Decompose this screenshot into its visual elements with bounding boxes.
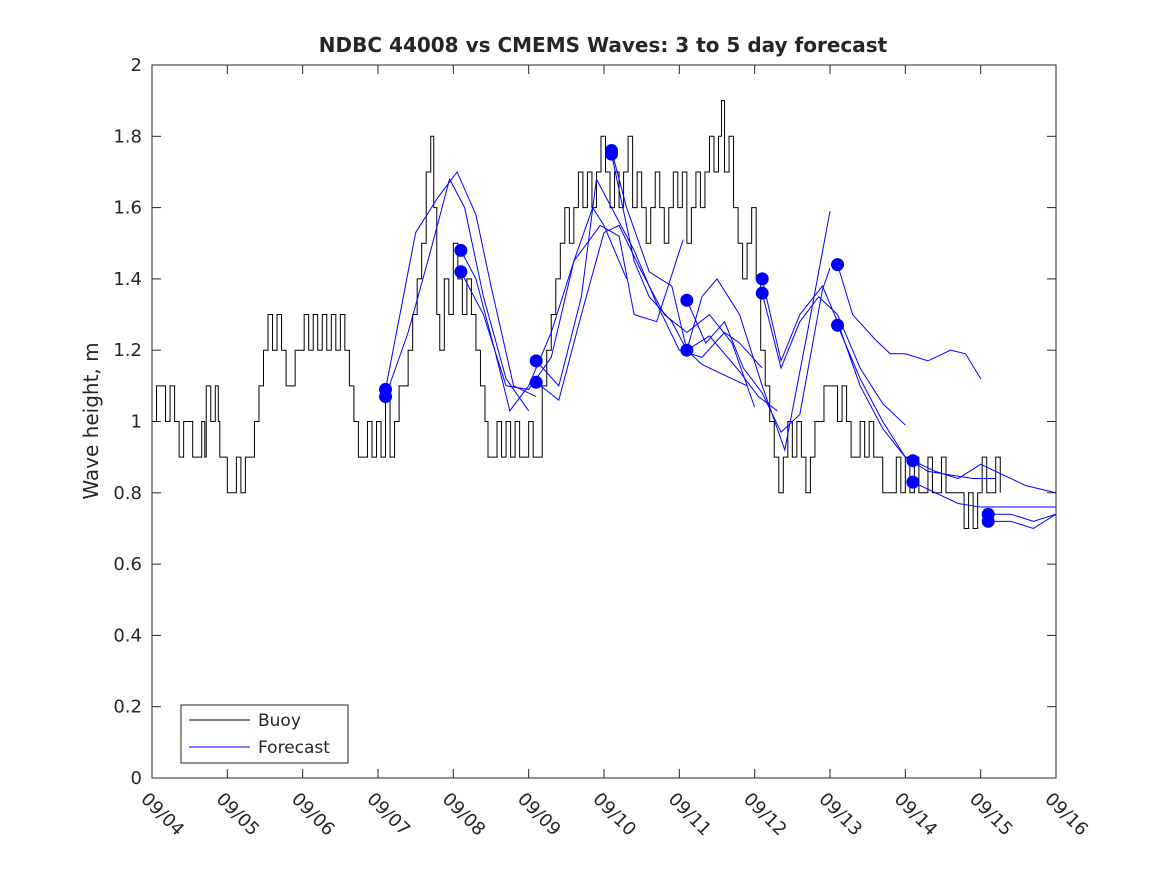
x-tick-label: 09/07 xyxy=(362,789,414,841)
y-axis-tick-labels: 0 0.2 0.4 0.6 0.8 1 1.2 1.4 1.6 1.8 2 xyxy=(113,55,142,789)
legend-forecast-label: Forecast xyxy=(258,738,330,758)
y-tick-label: 2 xyxy=(131,55,142,76)
series-layer xyxy=(152,100,1056,529)
y-tick-label: 0.4 xyxy=(113,625,142,646)
forecast-series-line xyxy=(686,211,831,452)
y-tick-label: 1.6 xyxy=(113,198,142,219)
forecast-start-marker xyxy=(906,475,920,489)
x-tick-label: 09/12 xyxy=(739,789,791,841)
forecast-start-marker xyxy=(529,354,543,368)
y-axis-label: Wave height, m xyxy=(79,342,103,499)
forecast-series-line xyxy=(385,170,537,397)
y-tick-label: 1.8 xyxy=(113,126,142,147)
y-tick-label: 0.6 xyxy=(113,554,142,575)
forecast-start-marker xyxy=(680,343,694,357)
forecast-series-line xyxy=(460,206,628,390)
forecast-start-marker xyxy=(831,258,845,272)
tick-marks xyxy=(151,64,1057,779)
marker-layer xyxy=(379,144,995,528)
forecast-series-line xyxy=(761,278,906,458)
y-tick-label: 0 xyxy=(131,768,142,789)
forecast-series-line xyxy=(912,481,1056,508)
forecast-series-line xyxy=(761,293,906,426)
forecast-series-line xyxy=(611,150,748,387)
x-tick-label: 09/14 xyxy=(890,789,942,841)
chart-title: NDBC 44008 vs CMEMS Waves: 3 to 5 day fo… xyxy=(319,33,888,57)
forecast-start-marker xyxy=(454,243,468,257)
forecast-series-line xyxy=(912,460,1056,494)
forecast-start-marker xyxy=(680,293,694,307)
forecast-series-line xyxy=(837,264,982,379)
y-tick-label: 0.2 xyxy=(113,697,142,718)
y-tick-label: 1 xyxy=(131,412,142,433)
y-tick-label: 1.4 xyxy=(113,269,142,290)
legend: Buoy Forecast xyxy=(180,704,349,764)
forecast-start-marker xyxy=(379,390,393,404)
forecast-series-line xyxy=(460,224,684,412)
forecast-start-marker xyxy=(454,265,468,279)
buoy-series-line xyxy=(152,100,1001,529)
forecast-series-line xyxy=(611,154,778,412)
forecast-series-line xyxy=(988,513,1056,522)
forecast-series-line xyxy=(535,224,756,408)
forecast-start-marker xyxy=(755,286,769,300)
x-tick-label: 09/08 xyxy=(438,789,490,841)
forecast-start-marker xyxy=(831,318,845,332)
y-tick-label: 1.2 xyxy=(113,340,142,361)
plot-area-frame xyxy=(151,64,1057,779)
forecast-series-line xyxy=(385,177,530,412)
legend-box xyxy=(180,704,349,764)
x-tick-label: 09/15 xyxy=(965,789,1017,841)
forecast-start-marker xyxy=(981,514,995,528)
legend-buoy-label: Buoy xyxy=(258,711,301,731)
x-axis-tick-labels: 09/04 09/05 09/06 09/07 09/08 09/09 09/10 09/11… xyxy=(136,789,1092,841)
x-tick-label: 09/11 xyxy=(664,789,716,841)
x-tick-label: 09/04 xyxy=(136,789,188,841)
forecast-series-line xyxy=(686,268,831,434)
forecast-start-marker xyxy=(605,147,619,161)
forecast-start-marker xyxy=(529,375,543,389)
y-tick-label: 0.8 xyxy=(113,483,142,504)
forecast-start-marker xyxy=(755,272,769,286)
x-tick-label: 09/09 xyxy=(513,789,565,841)
x-tick-label: 09/13 xyxy=(814,789,866,841)
forecast-series-line xyxy=(535,177,763,387)
x-tick-label: 09/05 xyxy=(212,789,264,841)
x-tick-label: 09/06 xyxy=(287,789,339,841)
forecast-start-marker xyxy=(906,454,920,468)
forecast-series-line xyxy=(988,513,1056,529)
x-tick-label: 09/10 xyxy=(588,789,640,841)
x-tick-label: 09/16 xyxy=(1040,789,1092,841)
